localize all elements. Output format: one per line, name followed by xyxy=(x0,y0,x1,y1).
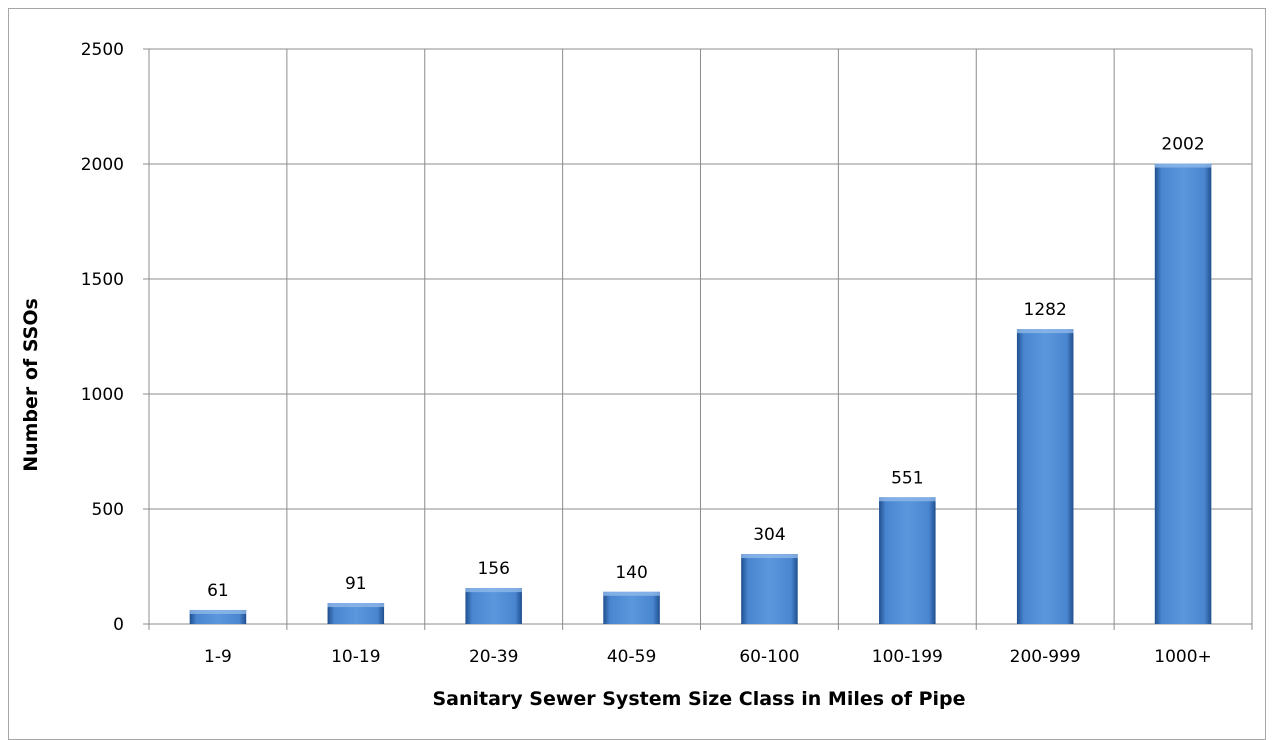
x-tick-label: 40-59 xyxy=(607,647,656,667)
x-tick-label: 100-199 xyxy=(872,647,943,667)
data-labels-group: 61 91 156 140 304 551 1282 2002 xyxy=(207,135,1205,601)
grid-lines xyxy=(143,48,1253,630)
x-tick-label: 200-999 xyxy=(1010,647,1081,667)
bar-40-59 xyxy=(603,591,660,624)
y-tick-label: 500 xyxy=(92,500,124,520)
data-label: 156 xyxy=(477,559,509,579)
bar-highlight xyxy=(1154,163,1212,168)
bar-100-199 xyxy=(879,497,936,624)
bar-1000+ xyxy=(1154,163,1212,625)
bar-highlight xyxy=(189,609,247,614)
y-tick-label: 1000 xyxy=(81,385,124,405)
data-label: 304 xyxy=(753,525,785,545)
data-label: 1282 xyxy=(1024,300,1067,320)
y-tick-label: 2000 xyxy=(81,155,124,175)
x-tick-label: 60-100 xyxy=(739,647,799,667)
bar-200-999 xyxy=(1016,329,1074,624)
y-axis-ticks: 0 500 1000 1500 2000 2500 xyxy=(81,40,124,635)
data-label: 551 xyxy=(891,468,923,488)
y-tick-label: 2500 xyxy=(81,40,124,60)
data-label: 140 xyxy=(615,563,647,583)
x-axis-ticks: 1-9 10-19 20-39 40-59 60-100 100-199 200-999 10… xyxy=(204,647,1212,667)
bars-group xyxy=(189,163,1212,625)
x-tick-label: 1-9 xyxy=(204,647,232,667)
bar-highlight xyxy=(1016,329,1074,334)
bar-highlight xyxy=(879,497,936,502)
x-tick-label: 20-39 xyxy=(469,647,518,667)
data-label: 2002 xyxy=(1161,135,1204,155)
bar-10-19 xyxy=(327,603,385,624)
x-tick-label: 1000+ xyxy=(1154,647,1212,667)
bar-60-100 xyxy=(741,554,798,624)
data-label: 91 xyxy=(345,574,367,594)
y-axis-title: Number of SSOs xyxy=(20,298,42,472)
bar-highlight xyxy=(741,554,798,559)
x-tick-label: 10-19 xyxy=(331,647,380,667)
data-label: 61 xyxy=(207,581,229,601)
y-tick-label: 1500 xyxy=(81,270,124,290)
bar-highlight xyxy=(603,591,660,596)
bar-highlight xyxy=(327,603,385,608)
bar-highlight xyxy=(465,588,522,593)
y-tick-label: 0 xyxy=(113,615,124,635)
x-axis-title: Sanitary Sewer System Size Class in Mile… xyxy=(432,688,965,710)
bar-20-39 xyxy=(465,588,522,624)
